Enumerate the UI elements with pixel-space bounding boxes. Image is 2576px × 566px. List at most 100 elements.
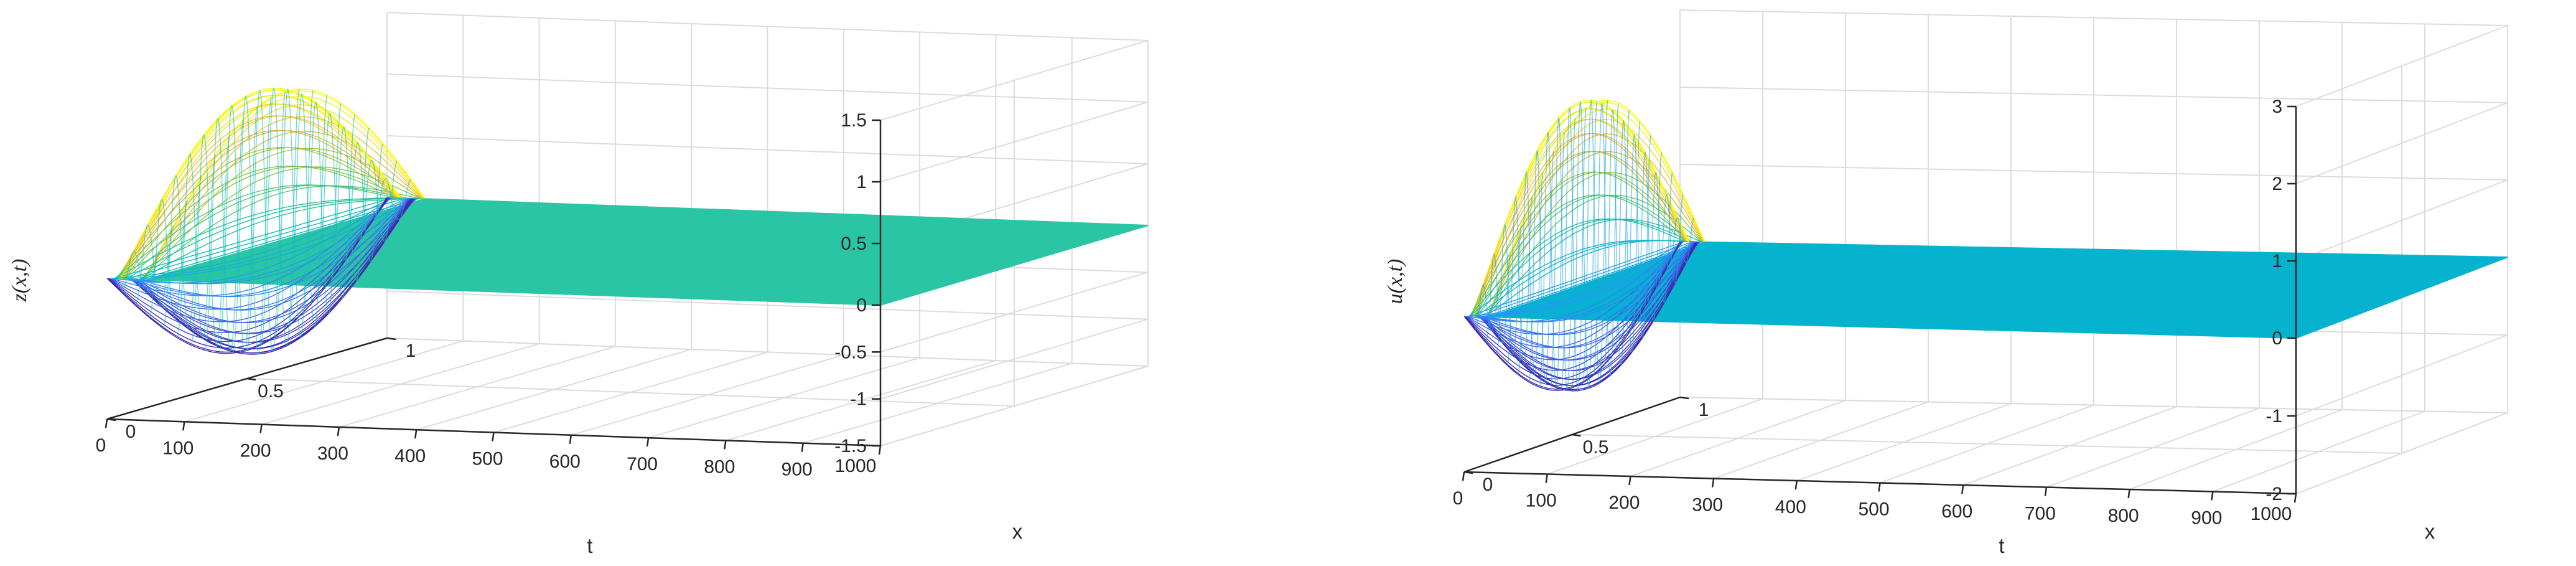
z-tick-label: 2	[2272, 174, 2282, 194]
x-axis-label: x	[1012, 520, 1023, 543]
t-tick	[2211, 491, 2214, 501]
mesh-line-x	[387, 197, 426, 199]
t-tick-label: 200	[1608, 493, 1640, 513]
t-tick-label: 300	[1692, 495, 1723, 516]
t-tick-label: 0	[96, 435, 106, 456]
x-tick	[1572, 433, 1581, 437]
z-tick-label: 1	[856, 172, 867, 192]
mesh-line-x	[204, 117, 244, 352]
t-tick	[569, 435, 572, 444]
ticks: 0 100 200 300 400 500 600 700 800 900 1000 0 0.5 1 -2 -…	[1453, 97, 2297, 529]
mesh-line-x	[1528, 150, 1554, 384]
z-tick-label: 0	[2272, 328, 2282, 349]
mesh-line-x	[1496, 224, 1522, 356]
x-tick	[386, 337, 396, 341]
x-tick-label: 1	[406, 341, 416, 361]
gridline-x-floor	[246, 378, 1015, 407]
z-axis-label: u(x,t)	[1384, 259, 1407, 304]
grid	[1463, 9, 2508, 494]
z-tick-label: 0	[856, 295, 867, 316]
t-tick	[2127, 489, 2130, 499]
t-tick-label: 0	[1453, 488, 1463, 509]
mesh-line-x	[162, 174, 202, 330]
t-tick-label: 400	[1775, 497, 1806, 517]
mesh-line-x	[134, 224, 174, 307]
x-tick	[1679, 396, 1689, 400]
t-tick-label: 700	[627, 454, 658, 474]
mesh-line-x	[1669, 217, 1695, 263]
mesh-line-x	[288, 93, 328, 328]
t-tick-label: 600	[549, 451, 581, 472]
t-tick-label: 800	[2108, 506, 2139, 526]
t-tick	[2044, 487, 2048, 496]
grid	[106, 12, 1149, 446]
mesh-line-x	[260, 87, 300, 347]
x-axis-label: x	[2425, 520, 2435, 543]
z-tick-label: -1.5	[834, 436, 867, 456]
mesh-line-x	[1561, 107, 1587, 392]
mesh-line-x	[218, 104, 258, 355]
t-tick	[182, 422, 185, 431]
mesh-line-x	[1625, 133, 1651, 339]
mesh-line-x	[149, 199, 189, 319]
mesh-line-x	[1647, 171, 1673, 304]
mesh-line-x	[373, 178, 411, 221]
z-tick-label: -0.5	[834, 342, 867, 362]
z-tick-label: 1	[2272, 251, 2282, 271]
t-tick	[259, 424, 263, 433]
surface	[106, 87, 1149, 356]
mesh-line-x	[190, 133, 230, 347]
t-tick-label: 1000	[2251, 504, 2292, 524]
x-tick-label: 0.5	[258, 381, 284, 402]
z-tick-label: -2	[2266, 484, 2282, 504]
gridline-x-floor	[1572, 434, 2402, 454]
t-tick	[492, 432, 495, 441]
t-tick	[801, 443, 804, 452]
mesh-line-x	[121, 251, 160, 293]
mesh-line-x	[176, 153, 217, 340]
z-surface-plot: 0 100 200 300 400 500 600 700 800 900 1000 0 0.5 1 -1.…	[8, 12, 1149, 557]
t-axis-label: t	[587, 534, 592, 557]
t-tick-label: 900	[2191, 508, 2222, 529]
mesh-line-x	[330, 126, 370, 281]
x-tick	[1463, 471, 1473, 474]
t-tick	[1545, 474, 1548, 483]
mesh-line-x	[1603, 110, 1630, 367]
t-tick-label: 100	[1526, 491, 1557, 511]
x-tick-label: 0	[1483, 474, 1493, 495]
t-tick-label: 600	[1941, 501, 1972, 522]
t-tick-label: 300	[317, 443, 348, 464]
ticks: 0 100 200 300 400 500 600 700 800 900 1000 0 0.5 1 -1.…	[96, 110, 882, 480]
z-tick-label: -1	[2266, 406, 2282, 427]
t-tick	[1711, 478, 1715, 488]
t-axis-label: t	[1999, 534, 2004, 557]
t-tick	[878, 445, 882, 455]
gridline-x-floor	[1679, 397, 2508, 413]
t-tick-label: 500	[1858, 499, 1889, 520]
z-tick-label: 1.5	[841, 110, 867, 131]
t-tick-label: 1000	[835, 456, 877, 476]
x-tick	[246, 377, 256, 381]
t-tick	[1878, 483, 1881, 492]
mesh-line-x	[1582, 100, 1608, 385]
mesh-line-x	[1636, 151, 1663, 322]
gridline-x-floor	[386, 337, 1149, 367]
z-tick-label: 3	[2272, 97, 2282, 117]
mesh-line-x	[1539, 132, 1566, 389]
t-tick-label: 700	[2025, 504, 2056, 524]
x-tick	[106, 418, 116, 422]
mesh-line-x	[232, 95, 272, 356]
mesh-line-x	[302, 101, 342, 315]
t-tick	[724, 440, 727, 450]
mesh-line-x	[1658, 193, 1684, 284]
mesh-line-x	[246, 89, 286, 353]
t-tick	[337, 427, 340, 436]
t-tick	[414, 430, 418, 439]
t-tick-label: 500	[472, 449, 503, 469]
t-tick-label: 800	[704, 456, 735, 477]
x-tick-label: 1	[1699, 400, 1709, 420]
mesh-line-x	[1464, 316, 1490, 318]
t-tick	[1462, 471, 1465, 481]
z-tick-label: -1	[850, 389, 867, 410]
